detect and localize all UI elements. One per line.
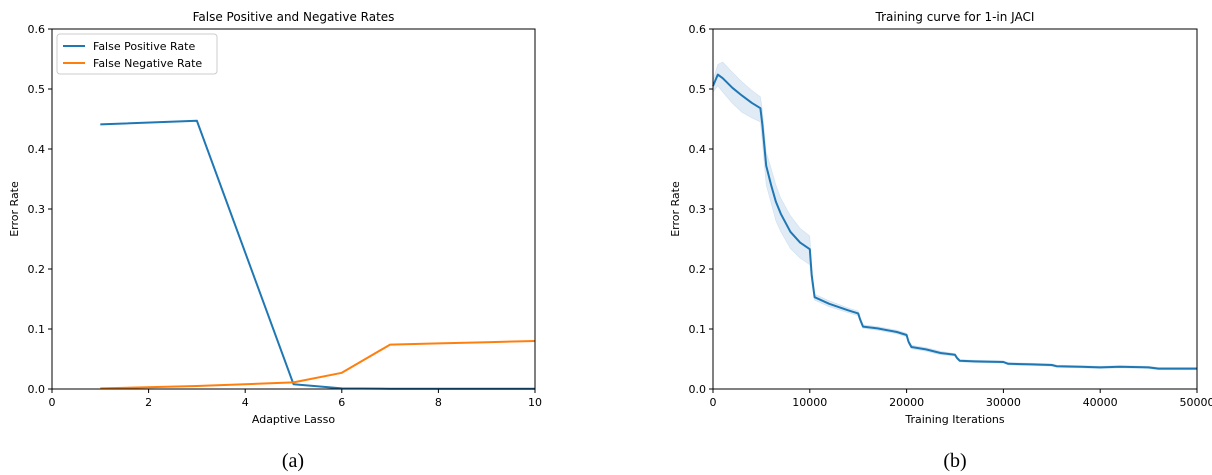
chart2-ylabel: Error Rate (669, 181, 682, 237)
chart2-series-line-0 (712, 73, 1197, 370)
chart2-title: Training curve for 1-in JACI (875, 10, 1035, 24)
chart1-ytick-label: 0.2 (28, 263, 46, 276)
chart2-ytick-label: 0.6 (689, 23, 707, 36)
chart1-series-line-1 (100, 340, 536, 390)
chart1-ytick-label: 0.3 (28, 203, 46, 216)
caption-b: (b) (943, 450, 967, 472)
chart1-ylabel: Error Rate (8, 181, 21, 237)
chart1-legend-label-0: False Positive Rate (93, 40, 195, 53)
chart2-xtick-label: 20000 (889, 396, 924, 409)
chart1-ytick-label: 0.0 (28, 383, 46, 396)
chart2-xtick-label: 30000 (986, 396, 1021, 409)
chart1-title: False Positive and Negative Rates (193, 10, 395, 24)
chart1-legend-box (56, 33, 218, 75)
chart2-ytick-label: 0.5 (689, 83, 707, 96)
chart2-ytick-label: 0.2 (689, 263, 707, 276)
chart1-xlabel: Adaptive Lasso (252, 413, 336, 426)
chart2-xtick-label: 50000 (1180, 396, 1212, 409)
chart1-xtick-label: 8 (435, 396, 442, 409)
chart2-ytick-label: 0.0 (689, 383, 707, 396)
chart2-xtick-label: 40000 (1083, 396, 1118, 409)
caption-a: (a) (281, 450, 305, 472)
chart2-xtick-label: 10000 (792, 396, 827, 409)
chart1-frame (51, 28, 536, 390)
chart1-ytick-label: 0.6 (28, 23, 46, 36)
chart1-ytick-label: 0.4 (28, 143, 46, 156)
chart1-ytick-label: 0.1 (28, 323, 46, 336)
chart1-xtick-label: 10 (528, 396, 542, 409)
chart2-xlabel: Training Iterations (904, 413, 1005, 426)
chart2-ytick-label: 0.4 (689, 143, 707, 156)
chart1-ytick-label: 0.5 (28, 83, 46, 96)
chart1-xtick-label: 6 (338, 396, 345, 409)
chart2-ytick-label: 0.1 (689, 323, 707, 336)
chart2-xtick-label: 0 (710, 396, 717, 409)
chart2-ytick-label: 0.3 (689, 203, 707, 216)
chart2-band-0 (712, 61, 1198, 371)
chart1-xtick-label: 2 (145, 396, 152, 409)
chart1-xtick-label: 0 (49, 396, 56, 409)
chart1-xtick-label: 4 (242, 396, 249, 409)
chart1-legend-label-1: False Negative Rate (93, 57, 202, 70)
chart1-series-line-0 (100, 119, 535, 390)
